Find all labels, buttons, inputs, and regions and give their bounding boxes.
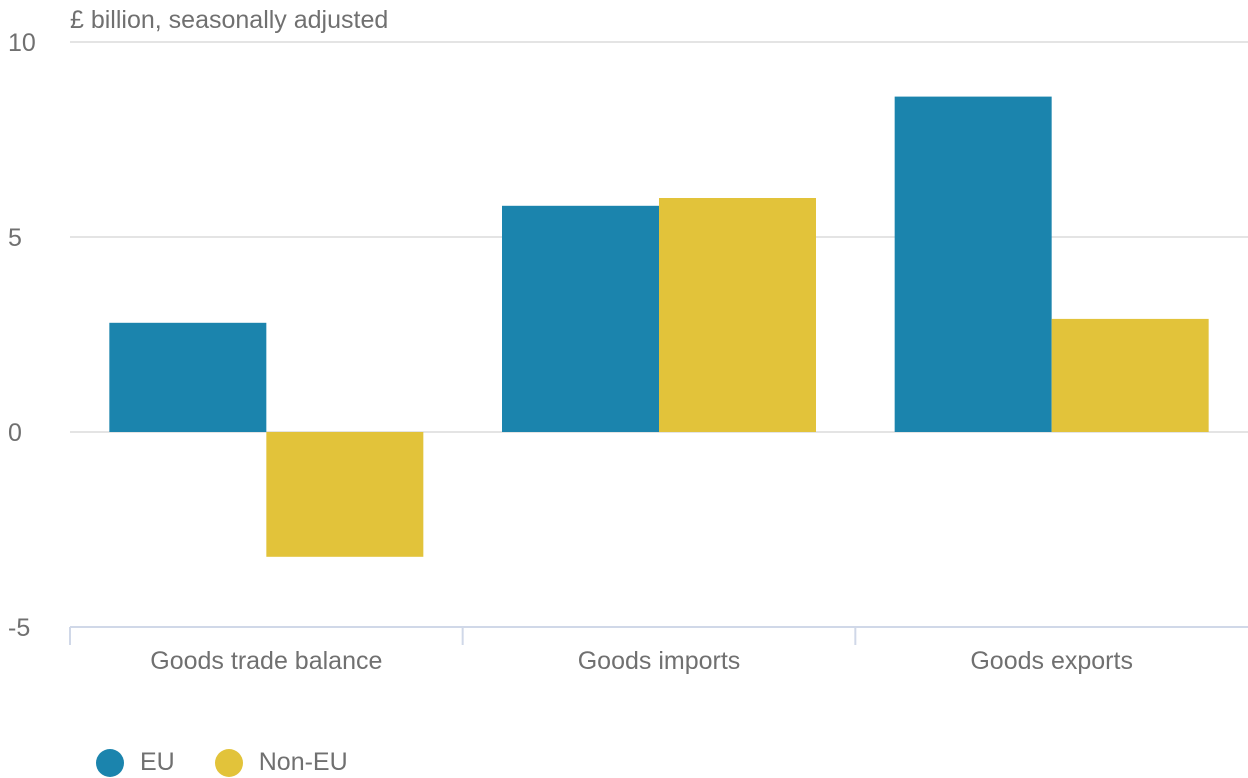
bar-non-eu-goods-trade-balance <box>266 432 424 557</box>
y-tick-label: 5 <box>8 224 22 252</box>
x-tick-label: Goods exports <box>970 647 1133 675</box>
legend-item-eu[interactable]: EU <box>96 748 175 777</box>
legend-marker-non-eu <box>214 748 243 777</box>
bar-eu-goods-trade-balance <box>109 322 267 432</box>
x-axis: Goods trade balance Goods imports Goods ex… <box>69 626 1248 675</box>
y-tick-label: -5 <box>8 614 30 642</box>
bar-non-eu-goods-exports <box>1051 318 1209 432</box>
bar-eu-goods-exports <box>894 96 1052 432</box>
x-tick-label: Goods imports <box>578 647 741 675</box>
legend-label-non-eu: Non-EU <box>258 748 348 776</box>
x-tick-label: Goods trade balance <box>150 647 382 675</box>
y-tick-label: 0 <box>8 419 22 447</box>
y-axis-ticks: -5 0 5 10 <box>8 29 36 642</box>
legend-marker-eu <box>96 748 124 777</box>
y-axis-unit-label: £ billion, seasonally adjusted <box>70 6 389 34</box>
bars <box>109 96 1209 557</box>
bar-eu-goods-imports <box>502 205 659 432</box>
y-tick-label: 10 <box>8 29 36 57</box>
legend: EU Non-EU <box>96 748 348 777</box>
legend-item-non-eu[interactable]: Non-EU <box>214 748 348 777</box>
legend-label-eu: EU <box>140 748 175 776</box>
bar-non-eu-goods-imports <box>659 198 816 432</box>
